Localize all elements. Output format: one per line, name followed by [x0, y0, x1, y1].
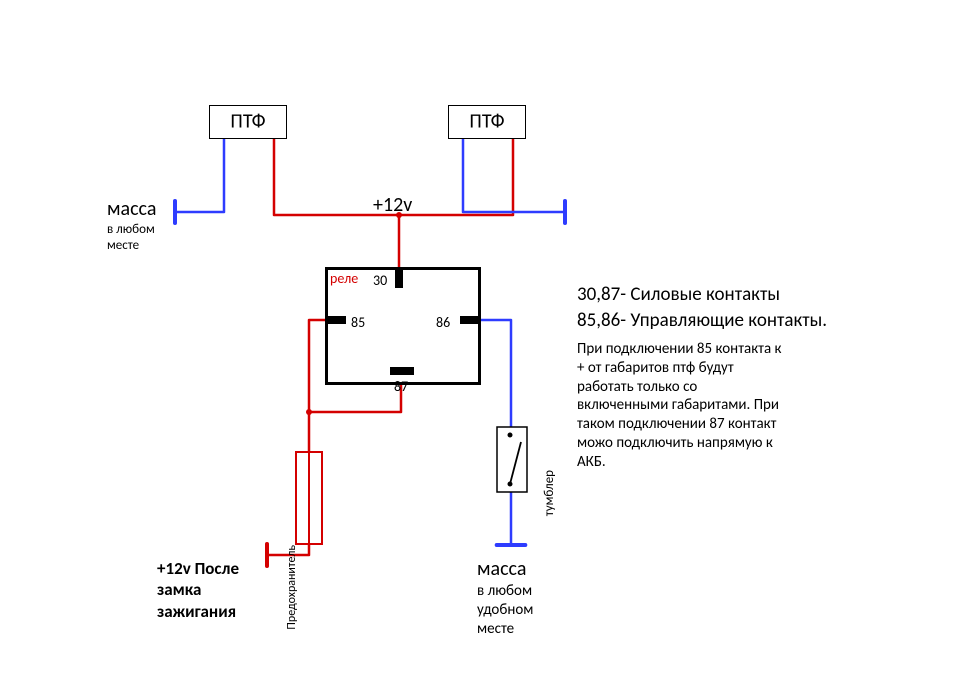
label-12v: +12v — [373, 193, 412, 218]
label-massa-bottom: масса — [477, 557, 527, 582]
label-fuse: Предохранитель — [285, 545, 299, 630]
ptf-label-right: ПТФ — [449, 110, 525, 135]
ptf-box-right: ПТФ — [448, 105, 526, 139]
pin-label-30: 30 — [373, 272, 387, 290]
pin-label-85: 85 — [351, 314, 365, 332]
legend-line-2: 85,86- Управляющие контакты. — [577, 309, 827, 333]
relay-pin-87 — [390, 367, 414, 375]
relay-pin-86 — [460, 316, 478, 324]
label-tumbler: тумблер — [542, 470, 557, 516]
ptf-box-left: ПТФ — [209, 105, 287, 139]
label-massa-left: масса — [107, 197, 157, 222]
relay-pin-85 — [328, 316, 346, 324]
label-ignition: +12v После замка зажигания — [157, 558, 239, 622]
pin-label-86: 86 — [436, 314, 450, 332]
relay-pin-30 — [395, 270, 403, 288]
pin-label-87: 87 — [394, 378, 408, 396]
label-massa-bottom-sub: в любом удобном месте — [477, 582, 533, 638]
legend-body: При подключении 85 контакта к + от габар… — [577, 340, 782, 471]
label-massa-left-sub: в любом месте — [107, 222, 155, 255]
ptf-label-left: ПТФ — [210, 110, 286, 135]
legend-line-1: 30,87- Силовые контакты — [577, 283, 780, 307]
diagram-stage: { "canvas": { "w": 960, "h": 678, "bg": … — [0, 0, 960, 678]
relay-label: реле — [330, 270, 358, 288]
